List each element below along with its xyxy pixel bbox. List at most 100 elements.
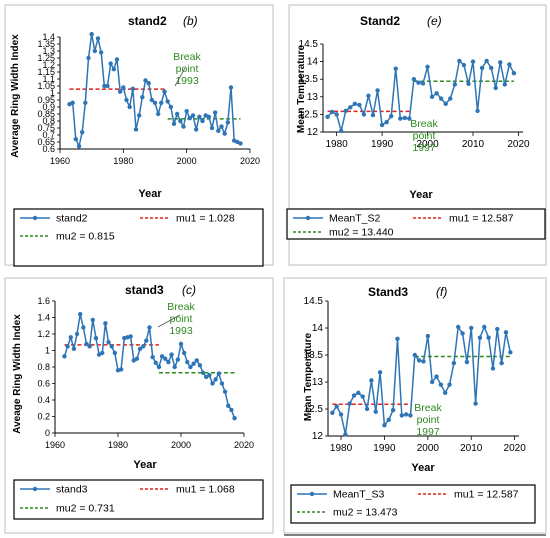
y-tick-label: 14.5 [299, 39, 319, 50]
legend-series-marker [32, 486, 38, 492]
legend-box [13, 208, 264, 267]
legend-box [13, 479, 264, 520]
data-point [425, 64, 430, 70]
data-point [425, 333, 431, 339]
data-point [434, 91, 439, 96]
x-tick-label: 1990 [371, 139, 394, 150]
y-tick-label: 1.6 [37, 296, 50, 306]
data-point [159, 354, 165, 359]
data-point [407, 116, 412, 121]
y-tick-label: 1.2 [37, 329, 50, 339]
data-point [399, 413, 404, 418]
data-point [174, 111, 180, 117]
data-point [360, 394, 365, 399]
break-point-annotation: Break [167, 301, 195, 313]
x-axis-title: Year [411, 462, 435, 474]
y-tick-label: 1.35 [37, 39, 55, 49]
data-point [185, 359, 190, 365]
data-point [216, 371, 221, 376]
break-point-annotation: 1993 [169, 325, 193, 337]
break-point-annotation: 1997 [416, 426, 440, 438]
data-point [357, 102, 362, 108]
data-point [443, 101, 448, 107]
data-point [366, 93, 371, 98]
data-point [134, 356, 140, 361]
data-point [493, 85, 498, 91]
data-point [356, 390, 361, 395]
data-point [100, 350, 105, 356]
data-point [403, 412, 409, 417]
data-point [361, 112, 367, 117]
data-point [329, 109, 335, 115]
x-axis-title: Year [133, 459, 157, 471]
panel-c-stand3-ring-width: stand3 (c) 0 0.2 0.4 0.6 0.8 1 1.2 1.4 1.6 1960 1980… [4, 277, 274, 534]
data-point [102, 83, 107, 89]
data-point [149, 97, 155, 103]
panel-f-stand3-temperature: Stand3 (f) 12 12.5 13 13.5 14 14.5 1980 1990 2000 2… [283, 277, 547, 534]
x-tick-label: 2000 [416, 139, 439, 150]
data-point [395, 336, 400, 341]
data-point [479, 65, 485, 71]
data-point [352, 101, 358, 107]
data-point [370, 112, 376, 118]
data-point [71, 346, 77, 352]
x-tick-label: 2020 [504, 443, 527, 454]
data-point [152, 100, 158, 106]
data-point [73, 137, 79, 142]
data-point [163, 356, 168, 361]
data-point [438, 382, 444, 387]
y-tick-label: 0.6 [42, 144, 55, 154]
legend-series-marker [32, 215, 38, 221]
y-tick-label: 0 [45, 428, 50, 438]
data-point [429, 94, 435, 100]
data-point [114, 57, 120, 62]
data-point [364, 406, 370, 412]
y-tick-label: 1 [50, 88, 55, 98]
data-point [181, 124, 186, 129]
y-tick-label: 0.75 [37, 123, 55, 133]
x-tick-label: 2000 [171, 440, 191, 450]
y-tick-label: 0.7 [42, 130, 55, 140]
data-point [386, 417, 391, 422]
data-point [210, 381, 215, 386]
y-axis-title: Mean Temperature [303, 332, 314, 421]
chart-title: Stand3 [368, 285, 408, 299]
panel-b-stand2-ring-width: stand2 (b)0.60.650.70.750.80.850.90.9511.… [4, 4, 274, 267]
x-tick-label: 1960 [45, 440, 65, 450]
data-point [238, 141, 243, 146]
data-point [460, 331, 465, 336]
chart-title: Stand2 [360, 14, 400, 28]
data-point [216, 128, 221, 133]
y-tick-label: 1.05 [37, 81, 55, 91]
data-point [222, 389, 228, 394]
y-tick-label: 0.6 [37, 379, 50, 389]
data-point [130, 86, 136, 92]
y-tick-label: 13 [312, 377, 324, 388]
y-tick-label: 1.1 [42, 74, 55, 84]
break-point-annotation: 1993 [175, 75, 199, 87]
data-point [503, 330, 509, 335]
x-tick-label: 1980 [108, 440, 128, 450]
y-tick-label: 1 [45, 346, 50, 356]
data-point [452, 82, 458, 87]
legend-mu2-text: mu2 = 13.473 [333, 507, 398, 519]
data-point [212, 110, 218, 115]
data-point [108, 61, 113, 66]
data-point [213, 377, 218, 382]
data-point [429, 379, 435, 385]
data-point [84, 341, 89, 347]
legend-series-text: stand3 [56, 484, 88, 496]
data-point [393, 66, 398, 71]
data-point [447, 382, 452, 387]
data-point [124, 97, 129, 103]
data-point [156, 364, 162, 370]
data-point [466, 81, 471, 86]
data-point [166, 359, 171, 365]
panel-letter: (e) [427, 14, 442, 28]
break-point-annotation: point [170, 313, 193, 325]
data-point [348, 105, 353, 110]
data-point [79, 130, 85, 135]
data-point [109, 344, 114, 349]
data-point [83, 100, 88, 106]
data-point [495, 326, 500, 332]
